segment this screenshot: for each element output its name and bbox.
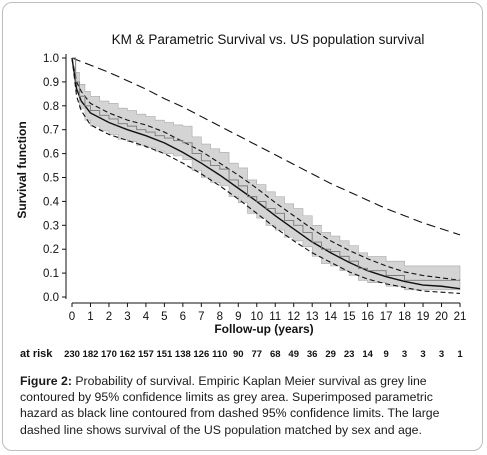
x-tick-label: 2 <box>106 311 112 323</box>
y-tick-label: 0.3 <box>43 220 59 232</box>
at-risk-value: 157 <box>138 349 154 360</box>
at-risk-value: 23 <box>344 349 355 360</box>
at-risk-value: 170 <box>101 349 117 360</box>
y-tick-label: 0.5 <box>43 173 59 185</box>
x-tick-label: 5 <box>161 311 167 323</box>
caption-label: Figure 2: <box>20 374 72 388</box>
x-tick-label: 19 <box>417 311 430 323</box>
y-tick-label: 0.8 <box>43 101 59 113</box>
x-tick-label: 9 <box>235 311 241 323</box>
at-risk-value: 126 <box>193 349 209 360</box>
kaplan-meier-line <box>72 57 460 281</box>
chart: KM & Parametric Survival vs. US populati… <box>15 32 466 360</box>
at-risk-value: 3 <box>402 349 407 360</box>
at-risk-value: 90 <box>233 349 244 360</box>
at-risk-value: 36 <box>307 349 318 360</box>
at-risk-value: 151 <box>156 349 173 360</box>
x-tick-label: 12 <box>287 311 300 323</box>
at-risk-value: 3 <box>420 349 425 360</box>
x-tick-label: 11 <box>269 311 281 323</box>
x-tick-label: 8 <box>217 311 223 323</box>
axis-layer: 0.00.10.20.30.40.50.60.70.80.91.00 1 2 3 4 5 6… <box>43 53 466 323</box>
y-tick-label: 0.2 <box>43 244 59 256</box>
x-tick-label: 0 <box>69 311 75 323</box>
us-population-line <box>71 57 461 236</box>
at-risk-value: 14 <box>362 349 373 360</box>
x-tick-label: 14 <box>324 311 337 323</box>
x-tick-label: 20 <box>435 311 448 323</box>
figure-frame <box>2 2 483 451</box>
at-risk-value: 77 <box>251 349 262 360</box>
series-layer <box>71 57 461 294</box>
km-ci-band <box>72 57 461 291</box>
parametric-ci-upper-line <box>71 57 461 281</box>
y-tick-label: 1.0 <box>43 53 59 65</box>
at-risk-value: 230 <box>64 349 80 360</box>
x-tick-label: 17 <box>380 311 393 323</box>
at-risk-value: 3 <box>439 349 444 360</box>
parametric-hazard-line <box>71 57 461 290</box>
caption-text: Probability of survival. Empiric Kaplan … <box>20 374 440 437</box>
x-tick-label: 16 <box>361 311 374 323</box>
y-tick-label: 0.0 <box>43 292 59 304</box>
x-tick-label: 21 <box>454 311 467 323</box>
y-tick-label: 0.9 <box>43 77 59 89</box>
at-risk-value: 182 <box>83 349 99 360</box>
at-risk-value: 1 <box>457 349 463 360</box>
y-tick-label: 0.7 <box>43 125 59 137</box>
parametric-ci-lower-line <box>71 57 461 294</box>
x-axis-label: Follow-up (years) <box>214 322 313 336</box>
x-tick-label: 18 <box>398 311 411 323</box>
x-tick-label: 4 <box>143 311 150 323</box>
x-tick-label: 15 <box>343 311 356 323</box>
y-tick-label: 0.6 <box>43 149 59 161</box>
at-risk-row: 230 182 170 162 157 151 138 126 110 90 77 68 49 36 29 2… <box>64 349 463 360</box>
km-ci-band-layer <box>72 57 461 291</box>
at-risk-value: 138 <box>175 349 191 360</box>
x-tick-label: 7 <box>198 311 204 323</box>
x-tick-label: 13 <box>306 311 319 323</box>
at-risk-value: 9 <box>383 349 388 360</box>
at-risk-value: 68 <box>270 349 281 360</box>
figure-caption: Figure 2: Probability of survival. Empir… <box>20 373 472 438</box>
x-tick-label: 1 <box>87 311 93 323</box>
at-risk-label: at risk <box>20 348 53 360</box>
at-risk-value: 49 <box>288 349 299 360</box>
at-risk-value: 110 <box>212 349 227 360</box>
x-tick-label: 10 <box>250 311 263 323</box>
x-tick-label: 6 <box>180 311 186 323</box>
y-axis-label: Survival function <box>15 121 29 218</box>
y-tick-label: 0.1 <box>43 268 59 280</box>
at-risk-value: 29 <box>325 349 336 360</box>
chart-title: KM & Parametric Survival vs. US populati… <box>112 32 425 47</box>
y-tick-label: 0.4 <box>43 196 60 208</box>
x-tick-label: 3 <box>124 311 130 323</box>
at-risk-value: 162 <box>119 349 135 360</box>
